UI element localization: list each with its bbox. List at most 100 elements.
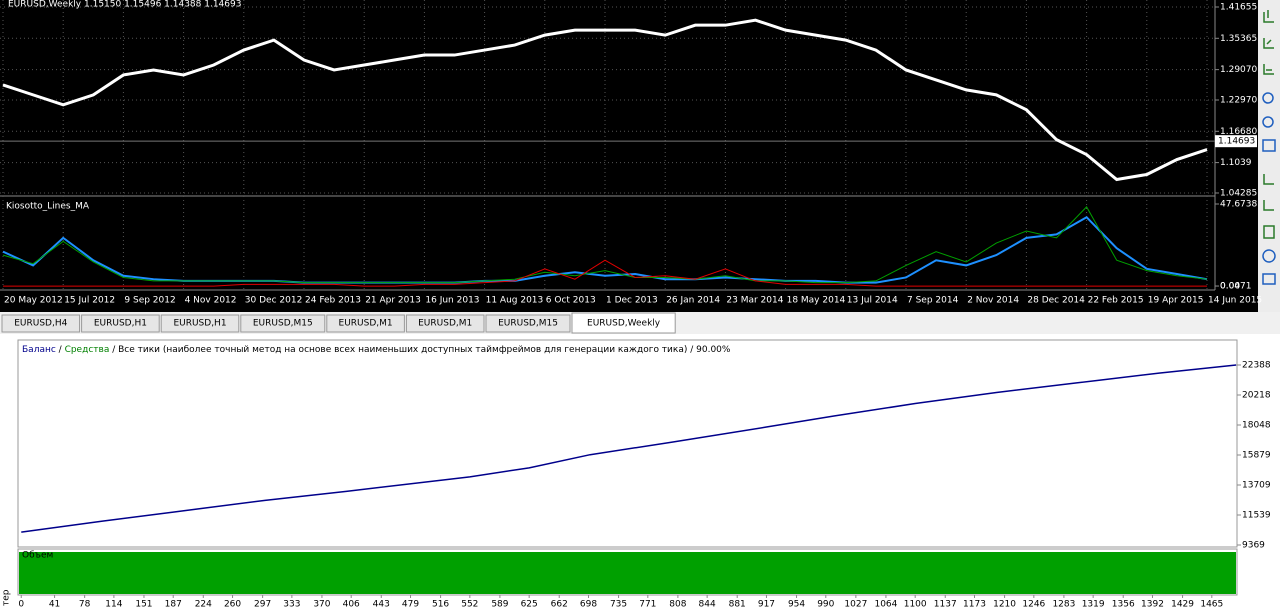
tool-icon[interactable] [1263, 174, 1274, 185]
quality: 90.00% [696, 345, 731, 355]
tab[interactable] [405, 314, 485, 333]
x-tick-label: 1064 [874, 600, 897, 610]
tab[interactable] [485, 314, 571, 333]
tool-icon[interactable] [1263, 200, 1274, 211]
tile[interactable] [1262, 139, 1276, 152]
x-tick-label: 589 [491, 600, 508, 610]
y-tick-label: 20218 [1242, 391, 1271, 401]
series-line [2, 18, 1208, 182]
x-tick-label: 4 Nov 2012 [185, 296, 237, 306]
x-tick-label: 114 [105, 600, 122, 610]
y-tick-label: 0.00 [1220, 282, 1240, 292]
y-tick-label: 18048 [1242, 421, 1271, 431]
tool-icon[interactable] [1263, 64, 1274, 75]
x-tick-label: 9 Sep 2012 [124, 296, 175, 306]
y-tick-label: 1.29070 [1220, 65, 1257, 75]
tab[interactable] [571, 312, 676, 334]
x-tick-label: 30 Dec 2012 [245, 296, 302, 306]
x-tick-label: 224 [195, 600, 212, 610]
chart-title: EURUSD,Weekly [8, 0, 82, 10]
x-tick-label: 24 Feb 2013 [305, 296, 361, 306]
x-tick-label: 881 [729, 600, 746, 610]
toolbar-icons [1262, 10, 1276, 285]
y-tick-label: 22388 [1242, 360, 1271, 370]
tester-graph [17, 339, 1238, 548]
y-tick-label: 1.22970 [1220, 95, 1257, 105]
x-tick-label: 28 Dec 2014 [1027, 296, 1085, 306]
x-tick-label: 2 Nov 2014 [967, 296, 1019, 306]
tab-label[interactable]: EURUSD,M15 [498, 319, 558, 329]
x-tick-label: 406 [343, 600, 360, 610]
separator: / [687, 345, 696, 355]
current-price-box [1215, 135, 1257, 148]
tab-label[interactable]: EURUSD,H4 [14, 319, 67, 329]
y-tick-label: 0.0471 [1220, 281, 1252, 291]
x-tick-label: 21 Apr 2013 [365, 296, 421, 306]
series-line [2, 206, 1208, 284]
x-tick-label: 1392 [1141, 600, 1164, 610]
tab[interactable] [81, 314, 160, 333]
x-tick-label: 15 Jul 2012 [64, 296, 115, 306]
zoom-in[interactable] [1262, 92, 1274, 104]
x-tick-label: 0 [18, 600, 24, 610]
y-tick-label: 1.04285 [1220, 188, 1257, 198]
x-tick-label: 151 [135, 600, 152, 610]
tab-label[interactable]: EURUSD,H1 [173, 319, 226, 329]
x-tick-label: 1319 [1082, 600, 1105, 610]
x-tick-label: 13 Jul 2014 [847, 296, 898, 306]
x-tick-label: 26 Jan 2014 [666, 296, 720, 306]
x-tick-label: 1356 [1112, 600, 1135, 610]
y-tick-label: 11539 [1242, 511, 1271, 521]
x-tick-label: 1 Dec 2013 [606, 296, 658, 306]
x-tick-label: 1100 [904, 600, 927, 610]
x-tick-label: 22 Feb 2015 [1088, 296, 1144, 306]
tab[interactable] [160, 314, 240, 333]
series-line [3, 259, 1207, 287]
tab-label[interactable]: EURUSD,Weekly [587, 319, 661, 329]
x-tick-label: 23 Mar 2014 [726, 296, 783, 306]
x-tick-label: 1210 [993, 600, 1016, 610]
y-tick-label: 1.35365 [1220, 34, 1257, 44]
x-tick-label: 1283 [1052, 600, 1075, 610]
tab-label[interactable]: EURUSD,M1 [418, 319, 472, 329]
separator: / [56, 345, 65, 355]
x-tick-label: 333 [283, 600, 300, 610]
x-tick-label: 18 May 2014 [787, 296, 846, 306]
indicator-title: Kiosotto_Lines_MA [6, 202, 90, 212]
tool-icon[interactable] [1263, 38, 1274, 49]
legend-balance: Баланс [22, 345, 56, 355]
tab[interactable] [240, 314, 326, 333]
x-tick-label: 1173 [963, 600, 986, 610]
quote: 1.15150 1.15496 1.14388 1.14693 [84, 0, 241, 10]
x-tick-label: 479 [402, 600, 419, 610]
x-tick-label: 735 [610, 600, 627, 610]
profile[interactable] [1262, 273, 1276, 285]
clock[interactable] [1262, 249, 1276, 263]
series-line [21, 364, 1237, 533]
x-tick-label: 443 [373, 600, 390, 610]
tab-label[interactable]: EURUSD,M15 [253, 319, 313, 329]
tab[interactable] [326, 314, 405, 333]
tool-icon[interactable] [1263, 10, 1274, 23]
model: Все тики (наиболее точный метод на основ… [118, 345, 687, 355]
x-tick-label: 1465 [1200, 600, 1223, 610]
y-tick-label: 15879 [1242, 450, 1271, 460]
x-tick-label: 1429 [1171, 600, 1194, 610]
x-tick-label: 771 [639, 600, 656, 610]
template[interactable] [1263, 225, 1275, 239]
tab-label[interactable]: EURUSD,H1 [94, 319, 147, 329]
y-tick-label: 9369 [1242, 541, 1265, 551]
x-tick-label: 516 [432, 600, 449, 610]
x-tick-label: 14 Jun 2015 [1208, 296, 1262, 306]
tab[interactable] [1, 314, 81, 333]
x-tick-label: 19 Apr 2015 [1148, 296, 1204, 306]
x-tick-label: 844 [699, 600, 716, 610]
x-tick-label: 11 Aug 2013 [486, 296, 544, 306]
zoom-out[interactable] [1262, 116, 1274, 128]
tab-label[interactable]: EURUSD,M1 [339, 319, 393, 329]
y-tick-label: 47.6738 [1220, 200, 1257, 210]
x-tick-label: 917 [758, 600, 775, 610]
side-label: тер [2, 589, 12, 606]
